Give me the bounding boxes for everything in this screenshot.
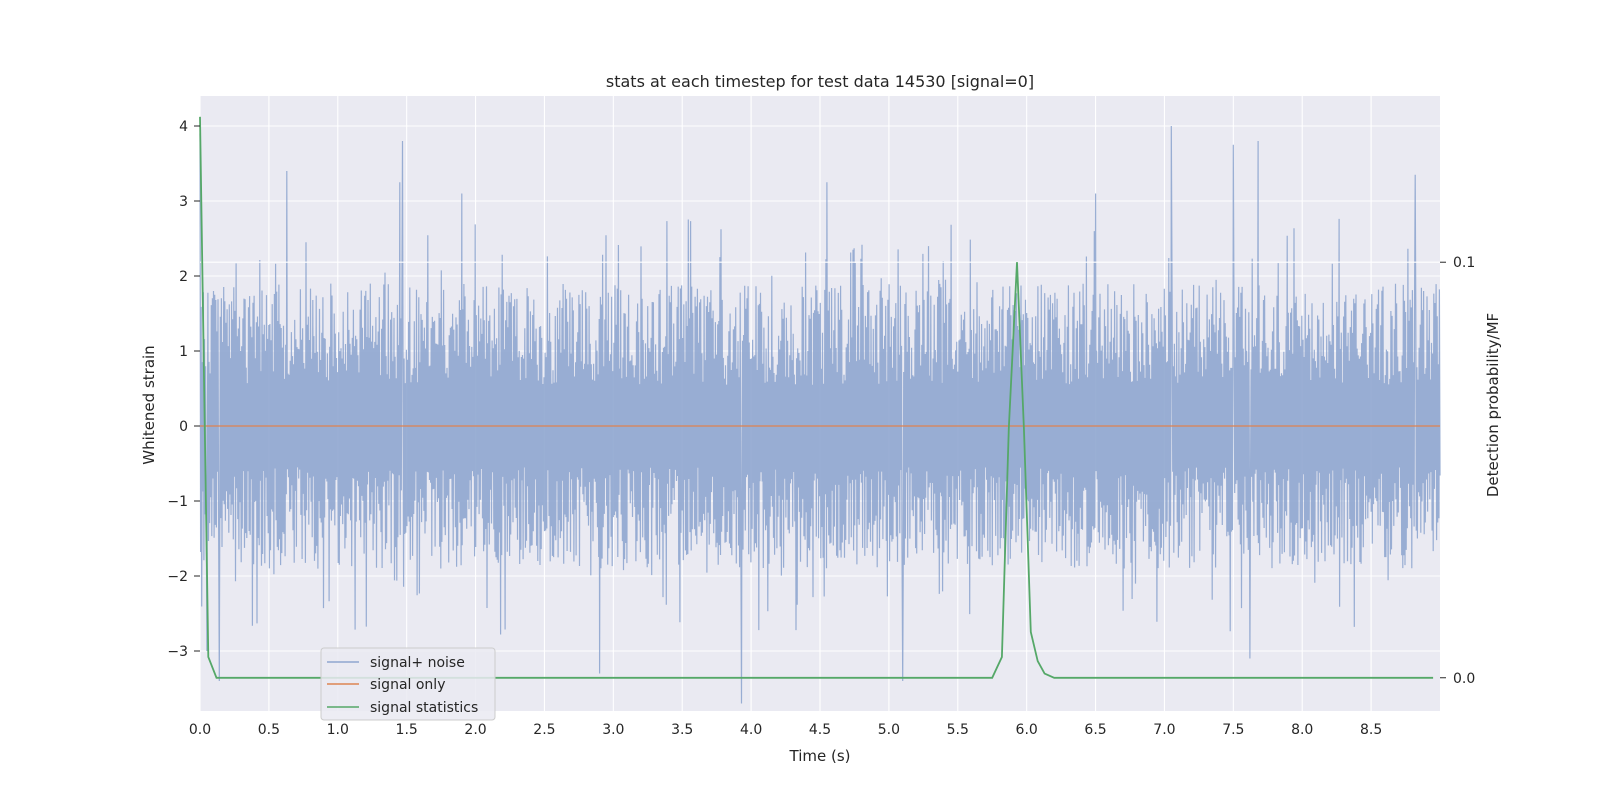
y-tick-label: 3: [179, 194, 188, 210]
legend: signal+ noise signal only signal statist…: [320, 647, 496, 721]
y-tick-label: −2: [167, 569, 188, 585]
x-tick-label: 0.0: [189, 722, 211, 738]
x-tick-label: 2.5: [533, 722, 555, 738]
y-right-tick-label: 0.0: [1453, 671, 1475, 687]
noise-series-layer: [199, 125, 1441, 704]
x-tick-label: 3.0: [602, 722, 624, 738]
legend-label-signal-noise: signal+ noise: [370, 655, 465, 671]
x-tick-label: 7.0: [1153, 722, 1175, 738]
lines-layer: [199, 116, 1440, 679]
x-tick-label: 6.0: [1016, 722, 1038, 738]
x-tick-label: 4.5: [809, 722, 831, 738]
x-tick-label: 8.5: [1360, 722, 1382, 738]
x-tick-label: 5.5: [947, 722, 969, 738]
y-tick-label: −3: [167, 644, 188, 660]
y-tick-label: 2: [179, 269, 188, 285]
x-tick-label: 1.0: [327, 722, 349, 738]
y-tick-label: 4: [179, 119, 188, 135]
x-tick-label: 0.5: [258, 722, 280, 738]
y-axis-right-label: Detection probability/MF: [1484, 313, 1502, 497]
x-tick-label: 3.5: [671, 722, 693, 738]
x-tick-label: 4.0: [740, 722, 762, 738]
y-tick-label: 1: [179, 344, 188, 360]
x-tick-label: 2.0: [464, 722, 486, 738]
legend-label-signal-statistics: signal statistics: [370, 700, 478, 716]
x-tick-label: 7.5: [1222, 722, 1244, 738]
x-tick-label: 6.5: [1084, 722, 1106, 738]
y-tick-label: −1: [167, 494, 188, 510]
series-line-signal-noise: [199, 125, 1441, 704]
chart-title: stats at each timestep for test data 145…: [606, 72, 1034, 91]
y-axis-label: Whitened strain: [140, 345, 158, 464]
y-right-tick-label: 0.1: [1453, 255, 1475, 271]
x-tick-label: 1.5: [396, 722, 418, 738]
y-tick-label: 0: [179, 419, 188, 435]
x-axis-label: Time (s): [789, 747, 851, 765]
ticks: 0.0 0.5 1.0 1.5 2.0 2.5 3.0 3.5 4.0 4.5 5.0 5.5 6.0 6…: [167, 119, 1475, 738]
legend-label-signal-only: signal only: [370, 677, 445, 693]
legend-box: [320, 647, 496, 721]
series-line-signal-statistics: [199, 116, 1434, 679]
x-tick-label: 8.0: [1291, 722, 1313, 738]
x-tick-label: 5.0: [878, 722, 900, 738]
